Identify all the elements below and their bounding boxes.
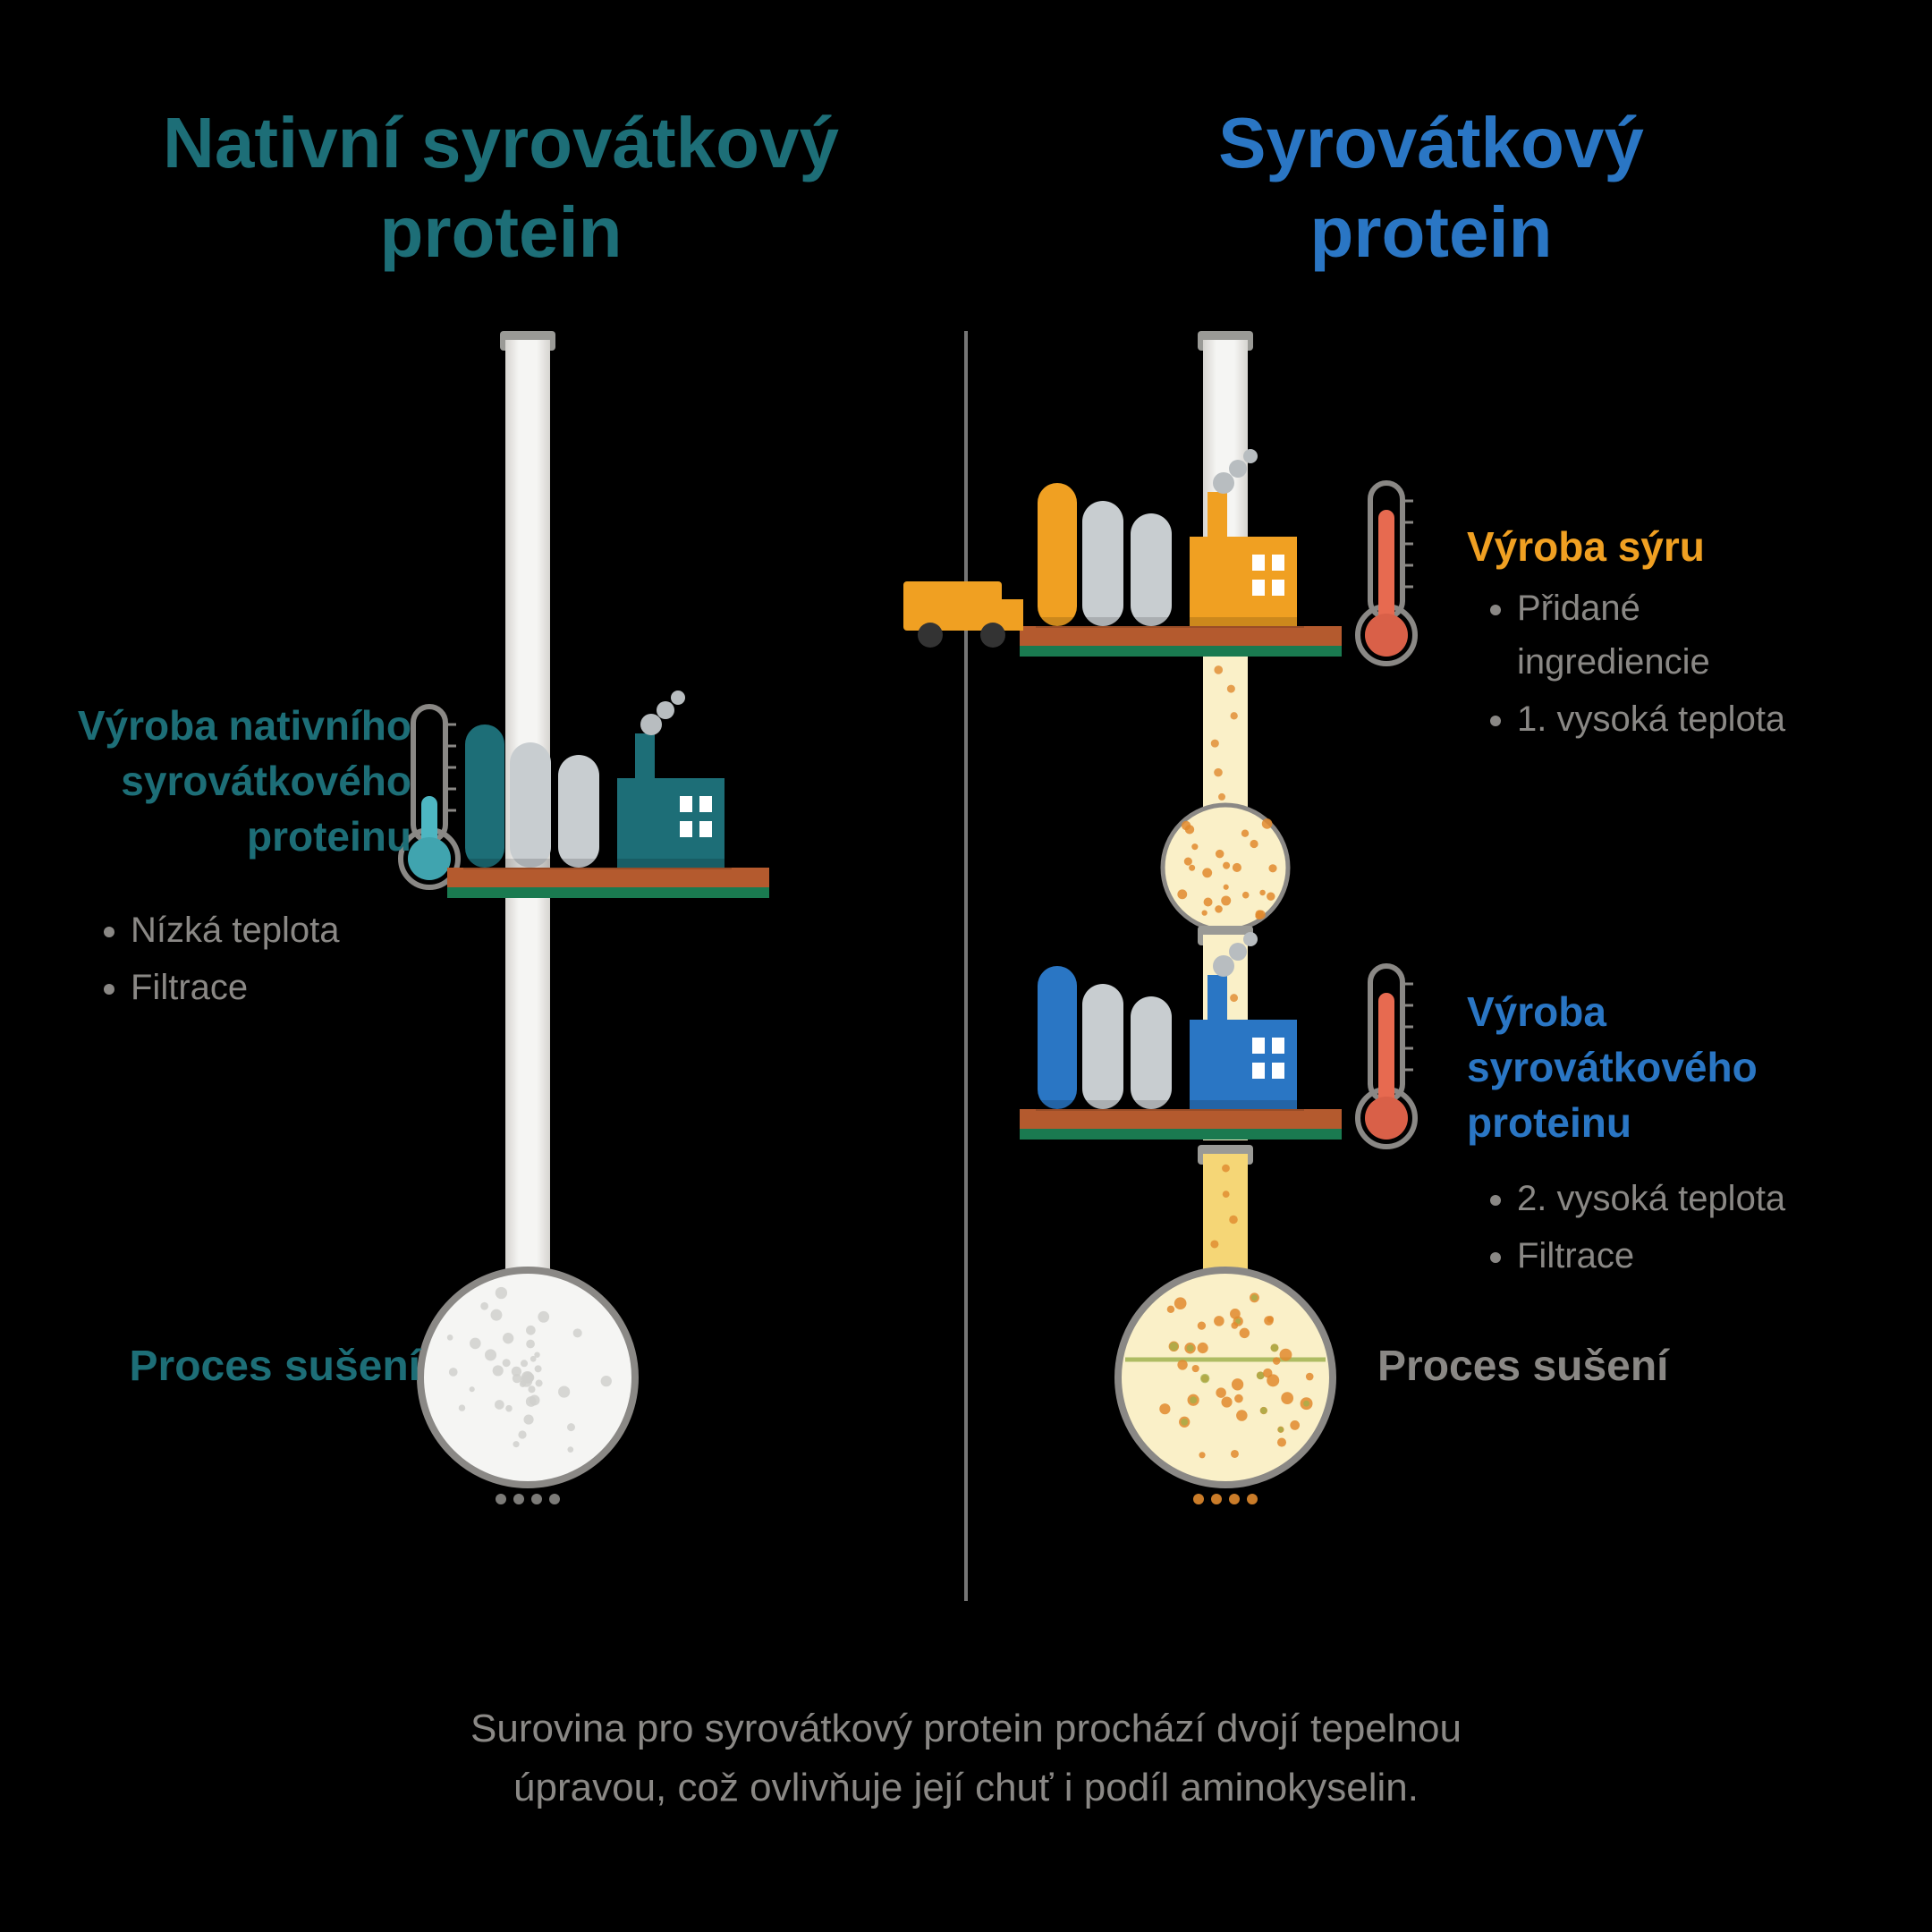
left-stage-bullets: Nízká teplotaFiltrace [98, 903, 420, 1018]
thermometer-icon [1358, 483, 1415, 664]
bullet-item: Filtrace [131, 961, 420, 1014]
right-stage2-bullets: 2. vysoká teplotaFiltrace [1485, 1172, 1896, 1286]
bullet-item: Přidanéingrediencie [1517, 581, 1896, 689]
right-drying-label: Proces sušení [1377, 1342, 1825, 1391]
right-stage1-bullets: Přidanéingrediencie1. vysoká teplota [1485, 581, 1896, 750]
factory-icon [903, 449, 1342, 657]
bullet-item: 2. vysoká teplota [1517, 1172, 1896, 1225]
factory-icon [1020, 932, 1342, 1140]
right-stage1-label: Výroba sýru [1467, 519, 1887, 574]
factory-icon [447, 691, 769, 898]
bullet-item: Nízká teplota [131, 903, 420, 957]
right-stage2-label: Výrobasyrovátkovéhoproteinu [1467, 984, 1887, 1150]
drying-ball-icon [1118, 1270, 1333, 1504]
thermometer-icon [1358, 966, 1415, 1147]
drying-ball-icon [420, 1270, 635, 1504]
bullet-item: Filtrace [1517, 1229, 1896, 1283]
left-drying-label: Proces sušení [89, 1342, 420, 1391]
left-stage-label: Výroba nativníhosyrovátkovéhoproteinu [54, 698, 411, 864]
footer-caption: Surovina pro syrovátkový protein procház… [250, 1699, 1682, 1818]
bullet-item: 1. vysoká teplota [1517, 692, 1896, 746]
